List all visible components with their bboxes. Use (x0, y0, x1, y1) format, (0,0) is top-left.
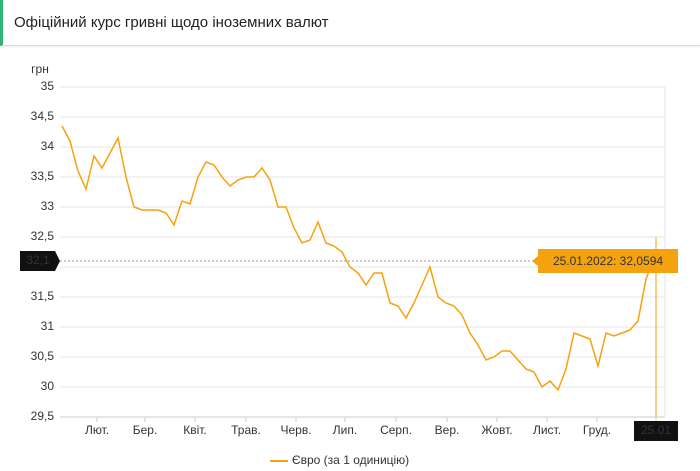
y-tick-label: 31 (41, 319, 55, 333)
x-tick-label: Черв. (280, 423, 311, 437)
header: Офіційний курс гривні щодо іноземних вал… (0, 0, 700, 46)
x-tick-label: Лист. (533, 423, 561, 437)
x-tick-label: Квіт. (183, 423, 207, 437)
x-crosshair-label-box (634, 421, 678, 441)
y-tick-label: 32,5 (31, 229, 55, 243)
y-tick-label: 33,5 (31, 169, 55, 183)
series-line (61, 125, 657, 392)
x-tick-label: Серп. (380, 423, 412, 437)
x-tick-label: Лип. (333, 423, 357, 437)
x-tick-label: Лют. (85, 423, 109, 437)
tooltip-text: 25.01.2022: 32,0594 (553, 254, 663, 268)
y-axis-label: грн (31, 62, 49, 76)
y-tick-label: 29,5 (31, 409, 55, 423)
x-tick-label: Груд. (583, 423, 611, 437)
crosshair-label: 32,1 (26, 253, 50, 267)
legend-label: Євро (за 1 одиницію) (292, 453, 409, 467)
x-tick-label: Трав. (231, 423, 261, 437)
y-tick-label: 30 (41, 379, 55, 393)
y-tick-label: 33 (41, 199, 55, 213)
header-title: Офіційний курс гривні щодо іноземних вал… (14, 14, 329, 31)
y-tick-label: 35 (41, 79, 55, 93)
x-tick-label: 25.01 (641, 423, 671, 437)
y-tick-label: 31,5 (31, 289, 55, 303)
crosshair-label-box (20, 251, 60, 271)
tooltip-box (532, 249, 678, 273)
y-tick-label: 34 (41, 139, 55, 153)
x-tick-label: Жовт. (481, 423, 512, 437)
y-tick-label: 34,5 (31, 109, 55, 123)
x-tick-label: Вер. (435, 423, 460, 437)
y-tick-label: 30,5 (31, 349, 55, 363)
x-tick-label: Бер. (133, 423, 158, 437)
